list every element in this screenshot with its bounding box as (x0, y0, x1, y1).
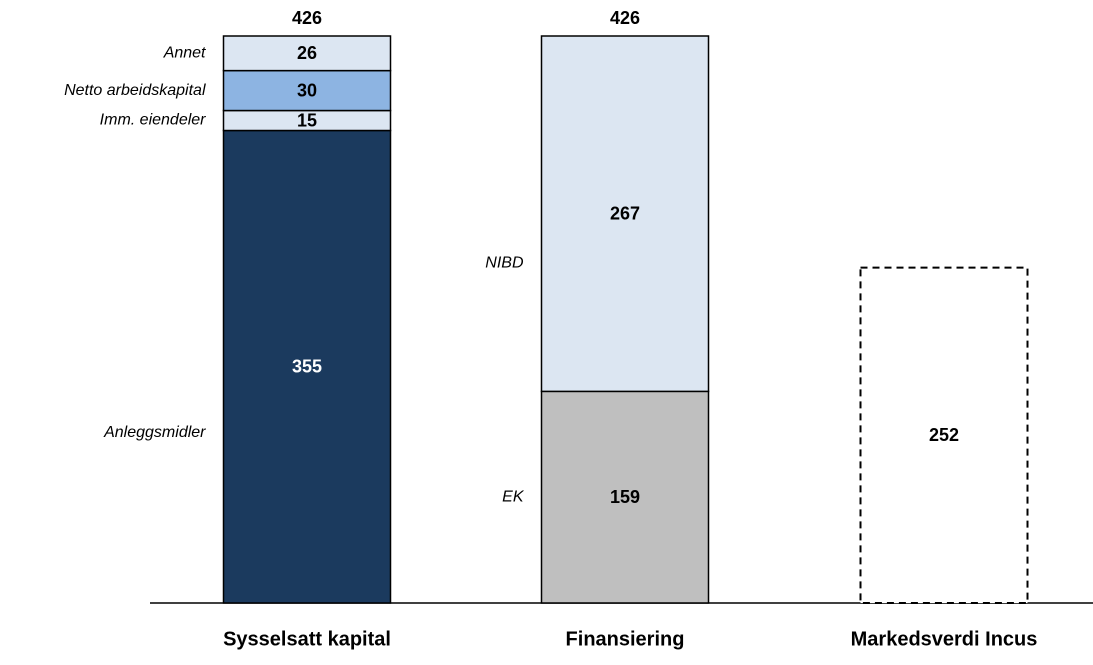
x-tick-label: Sysselsatt kapital (223, 628, 391, 650)
x-tick-label: Markedsverdi Incus (851, 628, 1038, 650)
bar-segment (222, 69, 392, 112)
bar-segment (222, 129, 392, 604)
segment-name: Imm. eiendeler (100, 112, 206, 129)
total-label: 426 (610, 8, 640, 28)
segment-name: Netto arbeidskapital (64, 82, 206, 99)
segment-name: NIBD (485, 255, 524, 272)
total-label: 426 (292, 8, 322, 28)
segment-name: Annet (163, 45, 206, 62)
value-label: 15 (297, 110, 317, 130)
value-label: 159 (610, 487, 640, 507)
bar-segment (859, 266, 1029, 604)
value-label: 355 (292, 357, 322, 377)
segment-name: Anleggsmidler (103, 424, 206, 441)
value-label: 252 (929, 425, 959, 445)
x-tick-label: Finansiering (566, 628, 685, 650)
value-label: 26 (297, 43, 317, 63)
segment-name: EK (502, 488, 525, 505)
bar-segment (540, 35, 710, 393)
value-label: 267 (610, 203, 640, 223)
value-label: 30 (297, 80, 317, 100)
bar-segment (540, 390, 710, 604)
bar-segment (222, 35, 392, 72)
